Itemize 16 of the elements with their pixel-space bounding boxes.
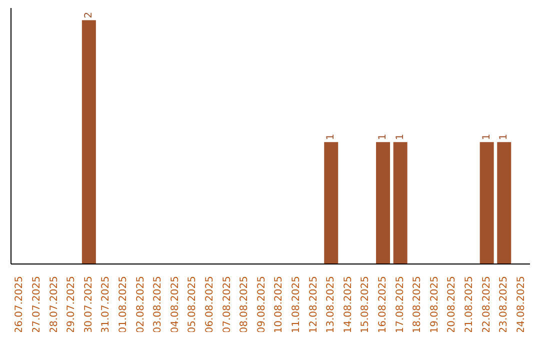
data-label: 1 — [378, 134, 389, 140]
x-tick-label: 16.08.2025 — [377, 276, 388, 334]
x-tick-label: 18.08.2025 — [412, 276, 424, 334]
data-label: 1 — [326, 134, 337, 140]
x-tick-label: 14.08.2025 — [342, 276, 354, 334]
x-tick-label: 12.08.2025 — [308, 276, 320, 334]
x-tick-label: 17.08.2025 — [394, 276, 406, 334]
data-label: 1 — [481, 134, 492, 140]
x-tick-label: 10.08.2025 — [274, 276, 285, 334]
x-tick-label: 11.08.2025 — [290, 276, 302, 334]
x-tick-label: 13.08.2025 — [326, 276, 337, 334]
data-label: 1 — [394, 134, 406, 140]
data-label: 2 — [83, 12, 94, 18]
x-tick-label: 15.08.2025 — [360, 276, 372, 334]
x-tick-label: 19.08.2025 — [429, 276, 440, 334]
data-label: 1 — [498, 134, 510, 140]
